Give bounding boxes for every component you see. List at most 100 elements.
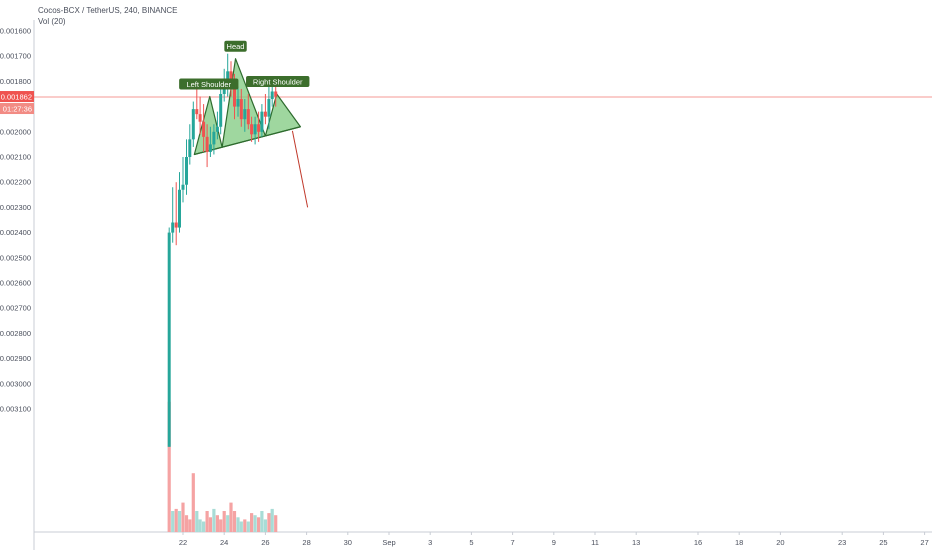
projection-line xyxy=(291,130,309,208)
candle-body xyxy=(202,121,206,137)
candle-body xyxy=(188,139,192,157)
volume-bar xyxy=(202,521,206,532)
candle-body xyxy=(185,157,189,185)
volume-bar xyxy=(181,502,185,532)
time-tick-label: 7 xyxy=(511,538,515,547)
volume-bar xyxy=(212,508,216,532)
candle-body xyxy=(229,71,233,84)
volume-bar xyxy=(267,513,271,532)
candle-body xyxy=(257,124,261,132)
price-axis[interactable]: 0.0016000.0017000.0018000.0019000.002000… xyxy=(0,20,35,550)
candle-body xyxy=(208,144,212,152)
price-badge-value-box xyxy=(0,91,34,103)
candle-body xyxy=(219,94,223,127)
pattern-label-text: Head xyxy=(227,42,245,51)
candle-body xyxy=(233,83,236,107)
volume-bar xyxy=(188,519,192,532)
volume-bar xyxy=(219,519,223,532)
price-badge-countdown: 01:27:36 xyxy=(3,105,32,114)
volume-bar xyxy=(263,519,267,532)
price-badge: 0.001862 01:27:36 xyxy=(0,91,34,115)
volume-bar xyxy=(177,511,182,532)
price-tick-label: 0.002000 xyxy=(0,127,31,136)
candle-body xyxy=(174,222,178,228)
volume-bar xyxy=(222,511,226,532)
time-tick-label: 30 xyxy=(344,538,352,547)
candle-body xyxy=(246,109,250,125)
candle-body xyxy=(243,109,247,120)
volume-bar xyxy=(243,519,247,532)
candle-body xyxy=(260,111,264,132)
volume-bar xyxy=(229,502,233,532)
price-tick-label: 0.001800 xyxy=(0,77,31,86)
price-tick-label: 0.002500 xyxy=(0,253,31,262)
candle-body xyxy=(236,99,240,107)
candle-body xyxy=(267,99,271,117)
volume-bar xyxy=(174,508,178,532)
price-tick-label: 0.002600 xyxy=(0,279,31,288)
volume-bar xyxy=(226,515,230,532)
price-tick-label: 0.002700 xyxy=(0,304,31,313)
candle-body xyxy=(181,184,185,190)
time-tick-label: 13 xyxy=(632,538,640,547)
volume-bar xyxy=(270,508,274,532)
time-tick-label: 3 xyxy=(428,538,432,547)
volume-bar xyxy=(195,511,199,532)
candle-body xyxy=(253,124,257,135)
candle-body xyxy=(263,111,267,117)
volume-bar xyxy=(167,401,171,532)
candle-body xyxy=(222,86,226,94)
time-tick-label: 18 xyxy=(735,538,743,547)
price-tick-label: 0.003100 xyxy=(0,405,31,414)
candle-body xyxy=(270,91,274,100)
price-tick-label: 0.002200 xyxy=(0,178,31,187)
volume-bar xyxy=(198,519,202,532)
neckline xyxy=(194,126,301,156)
volume-bar xyxy=(232,511,237,532)
pattern-label-box xyxy=(224,40,247,52)
price-tick-label: 0.002400 xyxy=(0,228,31,237)
candle-body xyxy=(274,91,278,97)
time-tick-label: 26 xyxy=(261,538,269,547)
candle-body xyxy=(205,136,209,152)
price-tick-label: 0.002900 xyxy=(0,354,31,363)
volume-bar xyxy=(246,521,250,532)
volume-bar xyxy=(239,521,243,532)
pattern-labels[interactable]: Left Shoulder Head Right Shoulder xyxy=(179,40,310,90)
pattern-label-box xyxy=(246,76,310,87)
candle-body xyxy=(171,222,175,233)
volume-bar xyxy=(253,515,257,532)
time-tick-label: 24 xyxy=(220,538,228,547)
volume-bar xyxy=(208,517,212,532)
candle-body xyxy=(195,109,199,115)
candle-body xyxy=(167,232,171,447)
candle-body xyxy=(250,124,254,135)
time-tick-label: 25 xyxy=(879,538,887,547)
time-tick-label: Sep xyxy=(382,538,395,547)
price-tick-label: 0.001700 xyxy=(0,52,31,61)
price-tick-label: 0.003000 xyxy=(0,379,31,388)
candle-body xyxy=(215,126,219,132)
candle-body xyxy=(191,109,195,140)
volume-bar xyxy=(205,511,209,532)
volume-bar xyxy=(249,513,254,532)
volume-bar xyxy=(236,517,240,532)
time-tick-label: 20 xyxy=(776,538,784,547)
candle-body xyxy=(177,189,181,228)
time-axis[interactable]: 22 24 26 28 30 Sep 3 5 7 9 11 13 16 18 20 23 25 27 xyxy=(34,531,932,547)
time-tick-label: 9 xyxy=(552,538,556,547)
candle-body xyxy=(239,99,243,120)
price-tick-label: 0.001600 xyxy=(0,27,31,36)
time-tick-label: 16 xyxy=(694,538,702,547)
pattern-label-text: Left Shoulder xyxy=(186,80,231,89)
time-tick-label: 23 xyxy=(838,538,846,547)
volume-bar xyxy=(171,511,175,532)
volume-bars xyxy=(167,401,278,532)
price-badge-value: 0.001862 xyxy=(1,93,32,102)
volume-bar xyxy=(274,515,278,532)
time-tick-label: 22 xyxy=(179,538,187,547)
volume-bar xyxy=(184,515,189,532)
price-tick-label: 0.002800 xyxy=(0,329,31,338)
price-badge-countdown-box xyxy=(0,103,34,115)
